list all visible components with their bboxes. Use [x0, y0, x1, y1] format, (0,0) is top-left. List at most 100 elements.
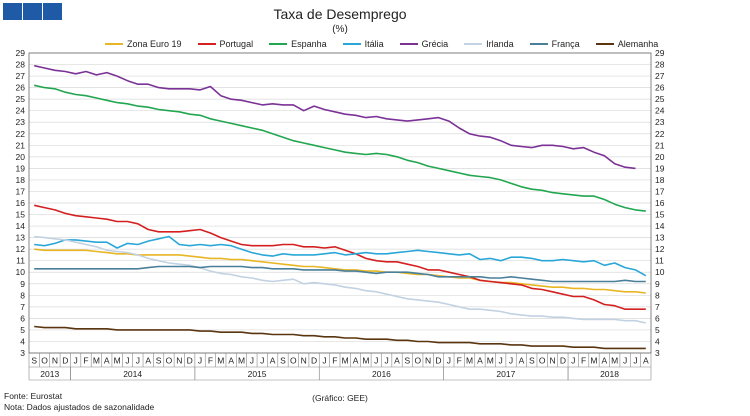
x-tick-month: J [509, 356, 513, 366]
x-tick-year-2015: 2015 [248, 369, 267, 379]
y-tick-right-7: 7 [655, 302, 660, 312]
y-tick-right-13: 13 [655, 233, 665, 243]
legend-item: Espanha [269, 39, 327, 49]
x-tick-month: J [623, 356, 627, 366]
legend-swatch [105, 43, 123, 45]
x-tick-month: M [342, 356, 349, 366]
x-tick-month: D [311, 356, 317, 366]
legend-label: Grécia [421, 39, 449, 49]
legend-swatch [197, 43, 216, 45]
x-tick-month: J [374, 356, 378, 366]
x-tick-month: J [136, 356, 140, 366]
y-tick-right-26: 26 [655, 83, 665, 93]
legend-swatch [269, 43, 288, 45]
x-tick-month: M [238, 356, 245, 366]
y-tick-left-24: 24 [16, 106, 26, 116]
x-tick-month: F [581, 356, 586, 366]
x-tick-month: D [560, 356, 566, 366]
x-tick-year-2014: 2014 [123, 369, 142, 379]
x-tick-month: A [519, 356, 525, 366]
x-tick-month: J [571, 356, 575, 366]
y-tick-right-19: 19 [655, 163, 665, 173]
y-tick-right-22: 22 [655, 129, 665, 139]
y-tick-left-21: 21 [16, 140, 26, 150]
y-tick-left-29: 29 [16, 48, 26, 58]
x-tick-month: N [549, 356, 555, 366]
y-tick-left-10: 10 [16, 267, 26, 277]
legend-label: Espanha [291, 39, 327, 49]
legend-swatch [464, 43, 483, 45]
y-tick-right-28: 28 [655, 60, 665, 70]
y-tick-left-22: 22 [16, 129, 26, 139]
y-tick-right-14: 14 [655, 221, 665, 231]
x-tick-month: D [62, 356, 68, 366]
legend-item: Irlanda [464, 39, 514, 49]
chart-legend: Zona Euro 19 Portugal Espanha Itália Grécia I… [105, 39, 674, 49]
y-tick-left-12: 12 [16, 244, 26, 254]
x-tick-month: J [260, 356, 264, 366]
x-tick-month: N [425, 356, 431, 366]
y-tick-left-14: 14 [16, 221, 26, 231]
x-tick-month: J [125, 356, 129, 366]
y-tick-left-11: 11 [16, 256, 25, 266]
series-line-itália [34, 235, 647, 277]
y-tick-right-3: 3 [655, 348, 660, 358]
y-tick-right-12: 12 [655, 244, 665, 254]
x-tick-month: M [590, 356, 597, 366]
legend-item: França [529, 39, 580, 49]
x-tick-month: F [332, 356, 337, 366]
legend-label: Portugal [219, 39, 254, 49]
source-note: Fonte: Eurostat [4, 391, 63, 401]
legend-swatch [342, 43, 361, 45]
series-line-frança [34, 265, 646, 283]
x-tick-year-2018: 2018 [600, 369, 619, 379]
x-tick-month: D [435, 356, 441, 366]
x-tick-month: S [280, 356, 286, 366]
x-tick-month: M [93, 356, 100, 366]
legend-label: Zona Euro 19 [127, 39, 182, 49]
x-tick-month: O [41, 356, 48, 366]
x-tick-month: O [290, 356, 297, 366]
y-tick-left-5: 5 [20, 325, 25, 335]
y-tick-right-6: 6 [655, 313, 660, 323]
x-tick-month: A [228, 356, 234, 366]
x-tick-month: N [52, 356, 58, 366]
y-tick-left-23: 23 [16, 117, 26, 127]
y-tick-right-8: 8 [655, 290, 660, 300]
y-tick-left-7: 7 [20, 302, 25, 312]
y-tick-left-20: 20 [16, 152, 26, 162]
brand-square-2 [23, 3, 42, 20]
y-tick-right-10: 10 [655, 267, 665, 277]
y-tick-right-24: 24 [655, 106, 665, 116]
legend-item: Portugal [197, 39, 254, 49]
y-tick-left-16: 16 [16, 198, 26, 208]
y-tick-left-8: 8 [20, 290, 25, 300]
y-tick-left-19: 19 [16, 163, 26, 173]
series-line-irlanda [34, 235, 646, 324]
x-tick-month: M [114, 356, 121, 366]
x-tick-month: O [414, 356, 421, 366]
x-tick-month: S [405, 356, 411, 366]
series-line-alemanha [34, 325, 646, 350]
x-tick-month: J [499, 356, 503, 366]
x-tick-month: M [487, 356, 494, 366]
y-tick-left-25: 25 [16, 94, 26, 104]
legend-swatch [399, 43, 418, 45]
y-tick-left-26: 26 [16, 83, 26, 93]
y-tick-right-21: 21 [655, 140, 665, 150]
x-tick-month: A [602, 356, 608, 366]
x-tick-month: J [198, 356, 202, 366]
x-tick-month: A [104, 356, 110, 366]
x-tick-month: N [176, 356, 182, 366]
brand-square-3 [43, 3, 62, 20]
legend-swatch [595, 43, 614, 45]
y-tick-right-16: 16 [655, 198, 665, 208]
x-tick-month: D [187, 356, 193, 366]
x-tick-month: A [477, 356, 483, 366]
legend-label: Alemanha [617, 39, 659, 49]
legend-label: Irlanda [486, 39, 514, 49]
x-tick-month: A [394, 356, 400, 366]
y-tick-left-28: 28 [16, 60, 26, 70]
brand-square-1 [3, 3, 22, 20]
x-tick-month: A [353, 356, 359, 366]
